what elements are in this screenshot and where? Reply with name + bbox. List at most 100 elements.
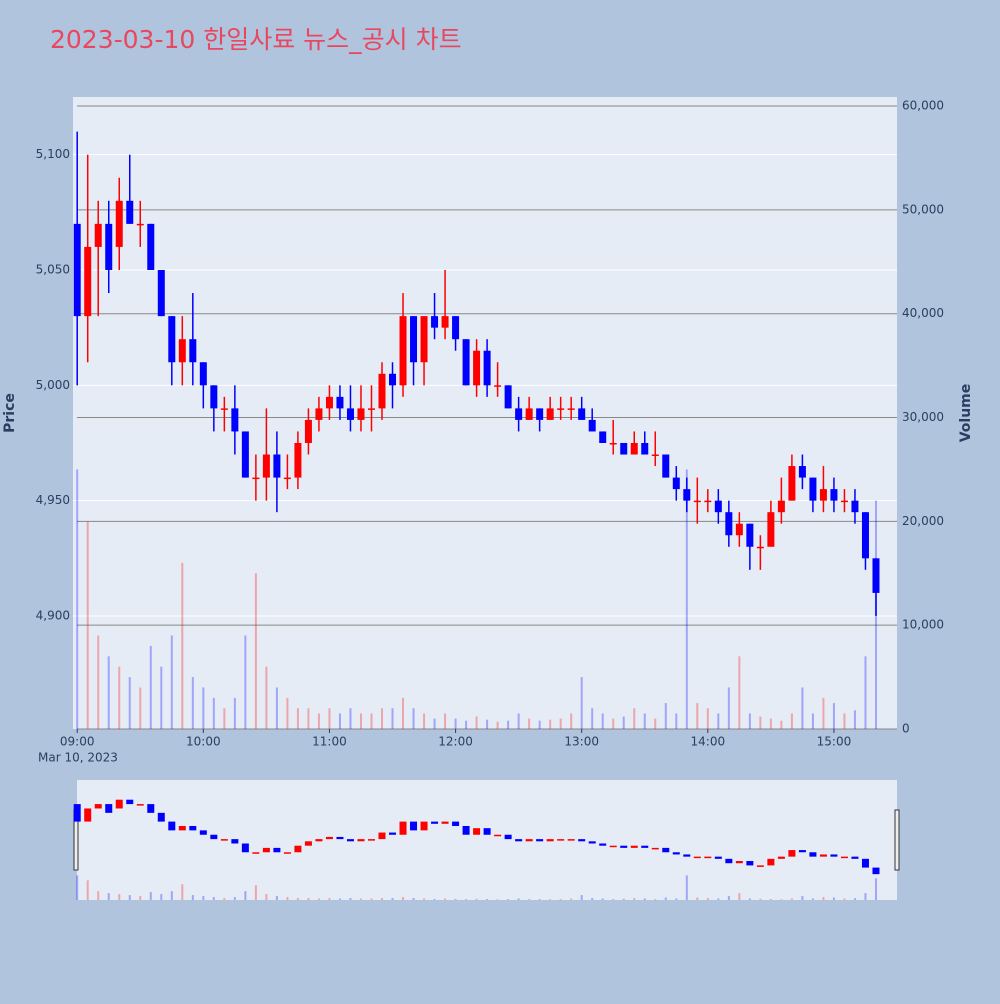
volume-bar — [97, 635, 100, 729]
volume-bar — [328, 708, 331, 729]
slider-candle — [735, 861, 743, 864]
slider-volume — [612, 899, 615, 900]
candle-body — [756, 546, 764, 549]
slider-volume — [223, 898, 226, 900]
slider-candle — [178, 825, 186, 831]
slider-volume — [738, 893, 741, 900]
slider-candle — [136, 804, 144, 806]
slider-candle — [767, 858, 775, 866]
slider-volume — [181, 884, 184, 900]
candle-body — [567, 408, 575, 410]
volume-bar — [475, 716, 478, 729]
slider-volume — [507, 899, 510, 900]
candle-body — [483, 350, 491, 386]
slider-volume — [391, 898, 394, 900]
volume-bar — [244, 635, 247, 729]
candle-body — [126, 200, 134, 224]
volume-bar — [359, 713, 362, 729]
candle-body — [861, 512, 869, 559]
candle-body — [557, 408, 565, 410]
volume-bar — [790, 713, 793, 729]
candle-body — [115, 200, 123, 247]
slider-candle — [157, 812, 165, 822]
slider-candle — [483, 828, 491, 835]
slider-volume — [212, 897, 215, 900]
x-tick-label: 12:00 — [438, 735, 473, 749]
candle-body — [830, 489, 838, 501]
volume-bar — [549, 719, 552, 729]
candle-body — [241, 431, 249, 478]
slider-candle — [693, 856, 701, 859]
candle-body — [662, 454, 670, 478]
slider-candle — [73, 804, 81, 822]
candle-body — [294, 442, 302, 478]
slider-candle — [168, 821, 176, 831]
candle-body — [672, 477, 680, 490]
slider-candle — [294, 845, 302, 853]
volume-bar — [265, 666, 268, 729]
slider-volume — [128, 895, 131, 900]
volume-bar — [433, 718, 436, 729]
volume-bar — [76, 469, 79, 729]
slider-volume — [570, 898, 573, 900]
slider-volume — [801, 896, 804, 900]
volume-bar — [149, 645, 152, 729]
candle-body — [136, 223, 144, 226]
y2-tick-label: 20,000 — [902, 514, 944, 528]
slider-candle — [683, 854, 691, 857]
slider-volume — [853, 898, 856, 900]
slider-volume — [370, 898, 373, 900]
slider-volume — [317, 898, 320, 900]
slider-candle — [840, 856, 848, 859]
slider-candle — [147, 804, 155, 813]
slider-candle — [357, 839, 365, 842]
volume-bar — [370, 713, 373, 729]
slider-volume — [328, 898, 331, 900]
volume-bar — [528, 718, 531, 729]
y2-tick-label: 30,000 — [902, 410, 944, 424]
slider-candle — [567, 839, 575, 841]
x-tick-label: 14:00 — [691, 735, 726, 749]
slider-volume — [864, 893, 867, 900]
candle-body — [777, 500, 785, 513]
candle-body — [431, 316, 439, 328]
volume-bar — [769, 718, 772, 729]
slider-candle — [536, 839, 544, 842]
volume-bar — [160, 666, 163, 729]
slider-candle — [431, 821, 439, 824]
slider-candle — [84, 808, 92, 822]
slider-candle — [546, 839, 554, 842]
slider-candle — [777, 856, 785, 859]
slider-candle — [578, 839, 586, 842]
volume-bar — [391, 708, 394, 729]
slider-volume — [233, 897, 236, 900]
candle-body — [788, 466, 796, 501]
volume-bar — [412, 708, 415, 729]
candle-body — [588, 419, 596, 432]
slider-volume — [832, 897, 835, 900]
volume-bar — [444, 713, 447, 729]
candle-body — [231, 408, 239, 432]
range-slider[interactable] — [77, 780, 897, 900]
volume-bar — [664, 703, 667, 729]
slider-candle — [410, 821, 418, 831]
volume-bar — [275, 687, 278, 729]
plot-area — [73, 97, 897, 729]
candle-body — [304, 419, 312, 443]
slider-candle — [420, 821, 428, 831]
slider-candle — [231, 839, 239, 844]
slider-candle — [199, 830, 207, 835]
x-tick-label: 15:00 — [817, 735, 852, 749]
volume-bar — [685, 469, 688, 729]
slider-volume — [475, 898, 478, 900]
slider-volume — [97, 891, 100, 900]
slider-candle — [452, 821, 460, 826]
volume-bar — [181, 562, 184, 729]
candle-body — [641, 442, 649, 455]
candle-body — [273, 454, 281, 478]
slider-volume — [580, 895, 583, 900]
slider-candle — [515, 839, 523, 842]
slider-candle — [304, 841, 312, 846]
range-handle[interactable] — [894, 809, 900, 871]
